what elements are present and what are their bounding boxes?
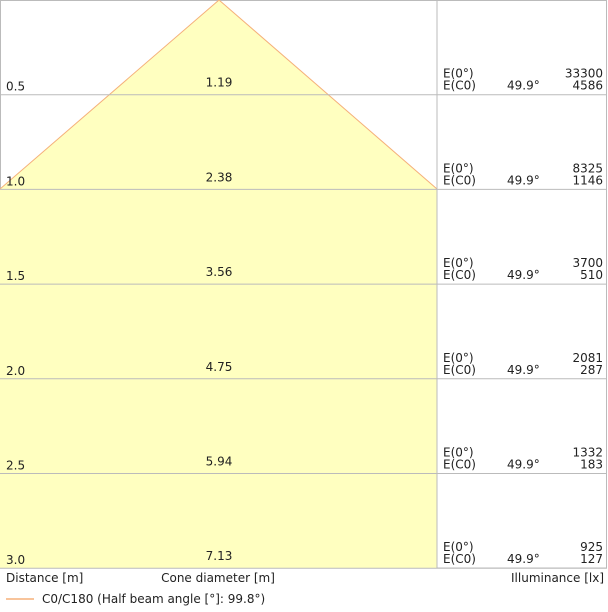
ec0-label: E(C0) xyxy=(443,458,476,472)
angle: 49.9° xyxy=(507,79,540,93)
distance: 3.0 xyxy=(6,553,25,567)
diameter: 3.56 xyxy=(206,265,233,279)
ec0-value: 510 xyxy=(580,268,603,282)
e0-value: 2081 xyxy=(572,351,603,365)
angle: 49.9° xyxy=(507,173,540,187)
diameter: 1.19 xyxy=(206,76,233,90)
e0-label: E(0°) xyxy=(443,446,474,460)
ec0-label: E(C0) xyxy=(443,363,476,377)
ec0-value: 1146 xyxy=(572,173,603,187)
footer-diameter: Cone diameter [m] xyxy=(161,571,275,585)
cone-edge xyxy=(0,0,438,190)
distance: 2.5 xyxy=(6,459,25,473)
ec0-value: 4586 xyxy=(572,79,603,93)
ec0-label: E(C0) xyxy=(443,552,476,566)
e0-value: 3700 xyxy=(572,256,603,270)
angle: 49.9° xyxy=(507,458,540,472)
ec0-label: E(C0) xyxy=(443,268,476,282)
distance: 0.5 xyxy=(6,80,25,94)
angle: 49.9° xyxy=(507,363,540,377)
e0-label: E(0°) xyxy=(443,540,474,554)
e0-label: E(0°) xyxy=(443,67,474,81)
angle: 49.9° xyxy=(507,268,540,282)
ec0-value: 183 xyxy=(580,458,603,472)
distance: 2.0 xyxy=(6,364,25,378)
e0-value: 33300 xyxy=(565,67,603,81)
distance: 1.0 xyxy=(6,174,25,188)
distance: 1.5 xyxy=(6,269,25,283)
angle: 49.9° xyxy=(507,552,540,566)
diameter: 7.13 xyxy=(206,549,233,563)
e0-label: E(0°) xyxy=(443,256,474,270)
e0-value: 1332 xyxy=(572,446,603,460)
legend-label: C0/C180 (Half beam angle [°]: 99.8°) xyxy=(42,592,265,606)
footer-illuminance: Illuminance [lx] xyxy=(511,571,604,585)
e0-value: 925 xyxy=(580,540,603,554)
diameter: 2.38 xyxy=(206,170,233,184)
footer-distance: Distance [m] xyxy=(6,571,83,585)
ec0-value: 287 xyxy=(580,363,603,377)
e0-label: E(0°) xyxy=(443,161,474,175)
ec0-label: E(C0) xyxy=(443,173,476,187)
diameter: 4.75 xyxy=(206,360,233,374)
ec0-value: 127 xyxy=(580,552,603,566)
e0-label: E(0°) xyxy=(443,351,474,365)
diameter: 5.94 xyxy=(206,455,233,469)
e0-value: 8325 xyxy=(572,161,603,175)
ec0-label: E(C0) xyxy=(443,79,476,93)
